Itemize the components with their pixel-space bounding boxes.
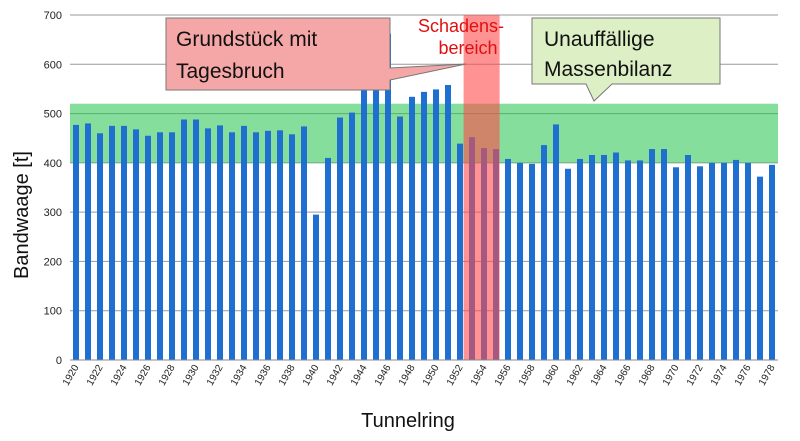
bar bbox=[565, 168, 571, 360]
bar bbox=[673, 167, 679, 360]
red-label-line-2: bereich bbox=[438, 38, 497, 58]
bar bbox=[433, 89, 439, 361]
bar bbox=[193, 119, 199, 360]
bar bbox=[733, 159, 739, 360]
y-tick-label: 400 bbox=[44, 158, 62, 170]
callout-right-line-1: Unauffällige bbox=[544, 28, 655, 51]
bar bbox=[109, 125, 115, 361]
bar bbox=[685, 154, 691, 360]
bar bbox=[697, 166, 703, 360]
bar bbox=[313, 214, 319, 360]
callout-left-line-2: Tagesbruch bbox=[176, 60, 285, 83]
callout-left-box bbox=[165, 17, 467, 91]
y-tick-label: 0 bbox=[56, 355, 62, 367]
bar bbox=[337, 117, 343, 360]
bar bbox=[517, 162, 523, 360]
bar bbox=[601, 154, 607, 360]
callout-right-line-2: Massenbilanz bbox=[544, 58, 672, 81]
y-tick-label: 600 bbox=[44, 59, 62, 71]
bar bbox=[769, 164, 775, 360]
bar bbox=[85, 123, 91, 360]
bar bbox=[745, 162, 751, 360]
y-tick-label: 100 bbox=[44, 306, 62, 318]
bar bbox=[709, 162, 715, 360]
y-tick-label: 700 bbox=[44, 10, 62, 22]
bar bbox=[385, 33, 391, 360]
bar bbox=[73, 124, 79, 361]
y-tick-label: 300 bbox=[44, 207, 62, 219]
bar bbox=[349, 112, 355, 360]
bar bbox=[409, 96, 415, 361]
callout-left-line-1: Grundstück mit bbox=[176, 28, 317, 51]
bar bbox=[637, 160, 643, 360]
bar bbox=[121, 125, 127, 361]
callout-right: Unauffällige Massenbilanz bbox=[531, 17, 721, 102]
bar bbox=[265, 130, 271, 360]
bar bbox=[505, 158, 511, 360]
callout-left: Grundstück mit Tagesbruch bbox=[165, 17, 467, 91]
red-band-label: Schadens- bereich bbox=[418, 16, 504, 58]
red-band-layer bbox=[463, 15, 500, 360]
bar bbox=[421, 91, 427, 360]
bar bbox=[133, 129, 139, 360]
bar bbox=[229, 132, 235, 360]
bar bbox=[445, 84, 451, 360]
bar bbox=[757, 176, 763, 360]
bar bbox=[205, 128, 211, 360]
bar bbox=[589, 154, 595, 360]
bar bbox=[613, 152, 619, 360]
y-axis-ticks: 0 100 200 300 400 500 600 700 bbox=[44, 10, 62, 367]
bar bbox=[649, 149, 655, 360]
bar bbox=[529, 163, 535, 360]
x-axis-title: Tunnelring bbox=[361, 410, 455, 432]
bar bbox=[145, 135, 151, 360]
bar bbox=[325, 157, 331, 360]
red-band bbox=[463, 15, 500, 360]
bar bbox=[253, 132, 259, 360]
bar bbox=[277, 130, 283, 360]
bar bbox=[577, 158, 583, 360]
bar bbox=[457, 143, 463, 360]
bar bbox=[241, 125, 247, 361]
callout-right-box bbox=[531, 17, 721, 102]
bar bbox=[289, 134, 295, 360]
bar bbox=[541, 145, 547, 360]
bar bbox=[97, 133, 103, 360]
y-tick-label: 500 bbox=[44, 109, 62, 121]
bar bbox=[373, 64, 379, 361]
y-tick-label: 200 bbox=[44, 256, 62, 268]
bar bbox=[361, 81, 367, 361]
bar bbox=[553, 124, 559, 361]
bar bbox=[217, 125, 223, 361]
bar bbox=[625, 160, 631, 360]
bar bbox=[181, 119, 187, 360]
bar bbox=[169, 132, 175, 360]
y-axis-title: Bandwaage [t] bbox=[11, 151, 33, 279]
bar bbox=[721, 162, 727, 360]
bar bbox=[157, 132, 163, 360]
bar bbox=[397, 116, 403, 361]
bar bbox=[301, 126, 307, 360]
bar bbox=[661, 149, 667, 360]
red-label-line-1: Schadens- bbox=[418, 16, 504, 36]
